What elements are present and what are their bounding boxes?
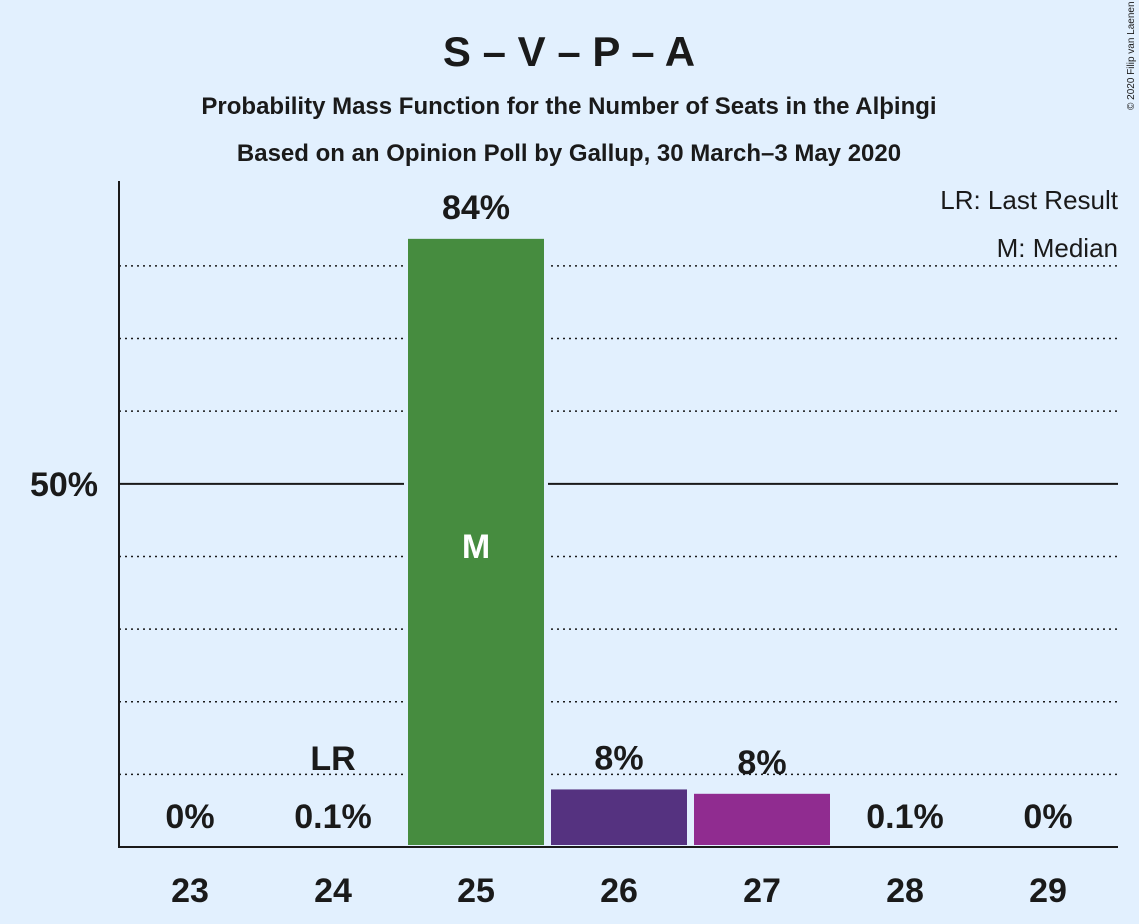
value-label-29: 0% <box>1023 798 1072 836</box>
value-label-25: 84% <box>442 189 510 227</box>
chart-title: S – V – P – A <box>443 28 695 75</box>
x-tick-label-29: 29 <box>1029 872 1067 910</box>
value-label-28: 0.1% <box>866 798 944 836</box>
value-label-27: 8% <box>737 744 786 782</box>
y-tick-label: 50% <box>30 466 98 504</box>
x-tick-label-27: 27 <box>743 872 781 910</box>
chart-subtitle-2: Based on an Opinion Poll by Gallup, 30 M… <box>237 140 901 167</box>
last-result-marker: LR <box>310 740 355 778</box>
value-label-23: 0% <box>165 798 214 836</box>
value-label-24: 0.1% <box>294 798 372 836</box>
x-tick-label-23: 23 <box>171 872 209 910</box>
x-tick-label-25: 25 <box>457 872 495 910</box>
x-tick-label-28: 28 <box>886 872 924 910</box>
legend-last-result: LR: Last Result <box>940 185 1119 215</box>
chart-subtitle: Probability Mass Function for the Number… <box>201 93 936 120</box>
value-label-26: 8% <box>594 739 643 777</box>
x-tick-label-24: 24 <box>314 872 352 910</box>
copyright: © 2020 Filip van Laenen <box>1126 1 1137 110</box>
x-tick-label-26: 26 <box>600 872 638 910</box>
bar-25 <box>404 234 548 850</box>
labels: 50% 0% 23 0.1% 24 84% 25 8% 26 8% 27 0.1% 28 0% 29 LR M <box>30 189 1073 910</box>
bars <box>119 234 1118 850</box>
median-marker: M <box>462 528 490 566</box>
bar-26 <box>547 785 691 850</box>
bar-27 <box>690 789 834 849</box>
legend-median: M: Median <box>997 233 1118 263</box>
gridlines <box>118 181 1118 848</box>
